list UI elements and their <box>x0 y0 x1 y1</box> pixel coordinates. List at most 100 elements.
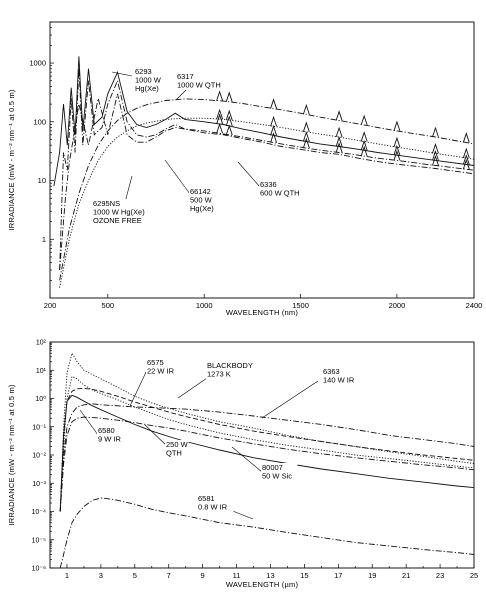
annotation-leader <box>237 161 261 188</box>
annotation-label: 6336 <box>260 180 277 189</box>
x-tick-label: 15 <box>300 571 308 580</box>
series-peak <box>360 131 368 142</box>
y-tick-label: 10⁻⁶ <box>32 566 46 573</box>
x-tick-label: 1500 <box>292 301 309 310</box>
annotation-label: 6293 <box>135 67 152 76</box>
x-tick-label: 2000 <box>389 301 406 310</box>
y-axis-label: IRRADIANCE (mW - m⁻² nm⁻¹ at 0.5 m) <box>7 89 16 230</box>
y-tick-label: 10¹ <box>36 368 47 375</box>
x-tick-label: 11 <box>233 571 241 580</box>
annotation-backing <box>259 180 300 198</box>
annotation-label: 6317 <box>177 72 194 81</box>
annotation-label: 6363 <box>323 367 340 376</box>
annotation-label: 1000 W Hg(Xe) <box>93 208 145 217</box>
series-peak <box>225 91 233 102</box>
annotation-label: Hg(Xe) <box>190 204 214 213</box>
series-line-80007 <box>59 416 474 512</box>
series-peak <box>302 103 310 115</box>
series-peak <box>270 124 277 136</box>
x-tick-label: 17 <box>334 571 342 580</box>
annotation-backing <box>322 367 359 385</box>
series-peak <box>216 108 224 120</box>
series-peak <box>360 145 368 157</box>
y-tick-label: 100 <box>33 117 46 126</box>
x-tick-label: 5 <box>133 571 137 580</box>
series-peak <box>432 155 439 166</box>
annotation-backing <box>189 187 217 214</box>
annotation-label: 500 W <box>190 196 213 205</box>
annotation-backing <box>97 426 125 444</box>
annotation-backing <box>165 440 189 458</box>
y-tick-label: 1000 <box>29 59 46 68</box>
x-tick-label: 25 <box>470 571 478 580</box>
annotation-leader <box>111 71 133 77</box>
y-tick-label: 1 <box>42 235 46 244</box>
x-tick-label: 3 <box>99 571 103 580</box>
series-peak <box>270 98 277 109</box>
series-peak <box>302 131 310 142</box>
annotation-backing <box>206 361 247 379</box>
annotation-label: 140 W IR <box>323 376 355 385</box>
series-line-6295ns <box>59 68 474 271</box>
series-line-6581 <box>59 497 474 568</box>
x-tick-label: 9 <box>201 571 205 580</box>
annotation-backing <box>134 67 162 94</box>
y-tick-label: 10⁻⁴ <box>32 509 47 516</box>
annotation-leader <box>164 159 191 195</box>
series-peak <box>432 149 439 161</box>
series-line-6317 <box>59 98 474 281</box>
series-line-6575 <box>59 352 474 512</box>
annotation-leader <box>79 409 99 436</box>
annotation-label: 80007 <box>262 463 283 472</box>
annotation-backing <box>146 358 179 376</box>
x-tick-label: 7 <box>167 571 171 580</box>
annotation-label: 6295NS <box>93 199 120 208</box>
annotation-label: 6580 <box>98 426 115 435</box>
series-line-6363 <box>59 403 474 512</box>
series-peak <box>432 142 439 154</box>
x-axis-label: WAVELENGTH (nm) <box>226 308 298 317</box>
annotation-label: 66142 <box>190 187 211 196</box>
series-peak <box>360 139 368 151</box>
series-peak <box>302 121 310 132</box>
x-tick-label: 19 <box>368 571 376 580</box>
y-tick-label: 10 <box>38 176 46 185</box>
annotation-leader <box>129 369 148 407</box>
series-peak <box>225 115 233 127</box>
annotation-label: OZONE FREE <box>93 216 142 225</box>
x-tick-label: 2400 <box>466 301 483 310</box>
annotation-label: QTH <box>166 449 182 458</box>
annotation-label: 600 W QTH <box>260 189 300 198</box>
y-tick-label: 10² <box>36 340 47 347</box>
series-line-blackbody-1273-k <box>59 387 474 512</box>
y-axis-label: IRRADIANCE (mW - m⁻² nm⁻¹ at 0.5 m) <box>7 384 16 525</box>
annotation-label: BLACKBODY <box>207 361 253 370</box>
annotation-label: 22 W IR <box>147 367 175 376</box>
x-tick-label: 500 <box>102 301 115 310</box>
series-peak <box>335 136 343 147</box>
plot-frame <box>49 21 475 299</box>
annotation-backing <box>92 199 150 226</box>
y-tick-label: 10⁻³ <box>32 481 46 488</box>
x-tick-label: 1000 <box>196 301 213 310</box>
annotation-leader <box>261 380 319 419</box>
annotation-label: 6581 <box>198 494 215 503</box>
series-peak <box>225 124 233 136</box>
series-peak <box>335 142 343 153</box>
annotation-label: 6575 <box>147 358 164 367</box>
series-peak <box>216 90 224 101</box>
series-peak <box>335 126 343 138</box>
annotation-leader <box>231 446 263 473</box>
series-line-6580 <box>59 375 474 512</box>
annotation-label: Hg(Xe) <box>135 84 159 93</box>
plot-frame <box>49 341 475 569</box>
series-peak <box>432 126 439 138</box>
annotation-label: 1000 W QTH <box>177 81 221 90</box>
series-line-250-w-qth <box>59 394 474 512</box>
annotation-backing <box>176 72 221 90</box>
annotation-leader <box>177 375 211 399</box>
annotation-backing <box>197 494 234 512</box>
y-tick-label: 10⁻⁵ <box>32 537 46 544</box>
